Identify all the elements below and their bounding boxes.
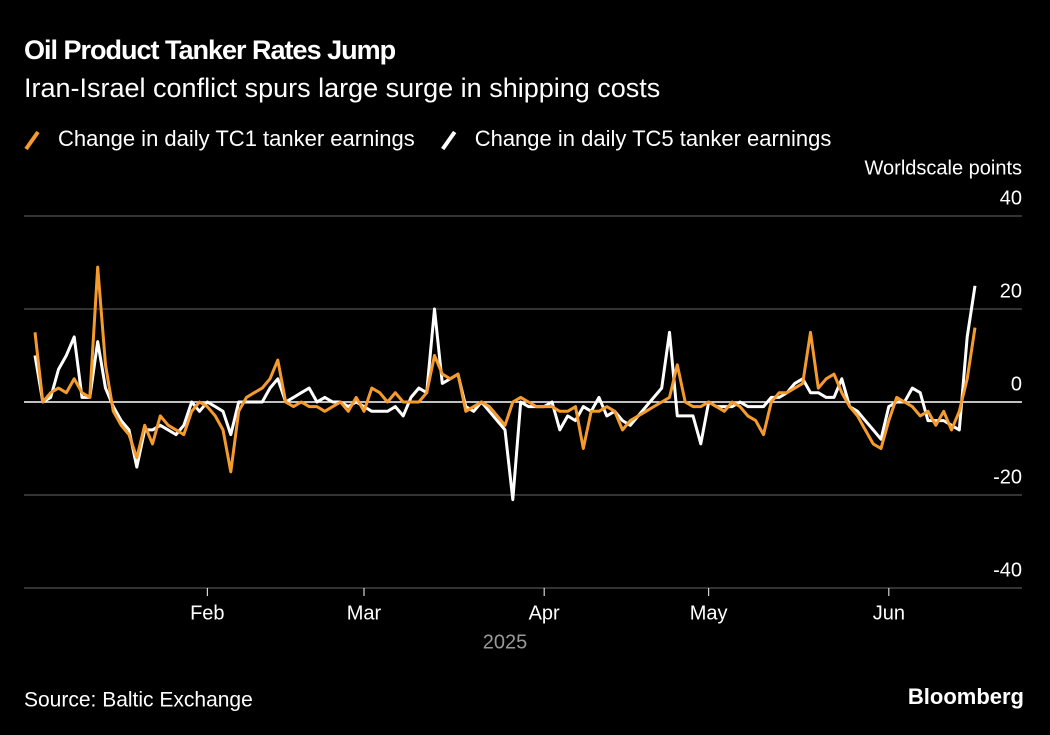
series-line	[33, 265, 977, 474]
y-tick-label: 20	[1000, 280, 1022, 302]
legend-label: Change in daily TC5 tanker earnings	[475, 126, 832, 151]
y-axis-label: Worldscale points	[865, 157, 1022, 179]
series-line	[33, 285, 977, 502]
y-tick-label: 0	[1011, 373, 1022, 395]
x-tick-label: Feb	[190, 602, 224, 624]
legend-swatch	[441, 130, 457, 151]
chart-title: Oil Product Tanker Rates Jump	[24, 35, 396, 65]
source: Source: Baltic Exchange	[24, 689, 253, 712]
credit: Bloomberg	[908, 684, 1024, 709]
legend-swatch	[24, 130, 40, 151]
legend: Change in daily TC1 tanker earnings Chang…	[24, 126, 832, 151]
y-tick-label: 40	[1000, 187, 1022, 209]
y-tick-label: -20	[993, 466, 1022, 488]
x-tick-label: May	[690, 602, 728, 624]
y-tick-label: -40	[993, 559, 1022, 581]
legend-label: Change in daily TC1 tanker earnings	[58, 126, 415, 151]
x-tick-label: Mar	[347, 602, 382, 624]
x-tick-label: Jun	[873, 602, 905, 624]
x-axis-label: 2025	[483, 631, 528, 653]
x-tick-label: Apr	[529, 602, 560, 624]
chart-subtitle: Iran-Israel conflict spurs large surge i…	[24, 73, 660, 103]
